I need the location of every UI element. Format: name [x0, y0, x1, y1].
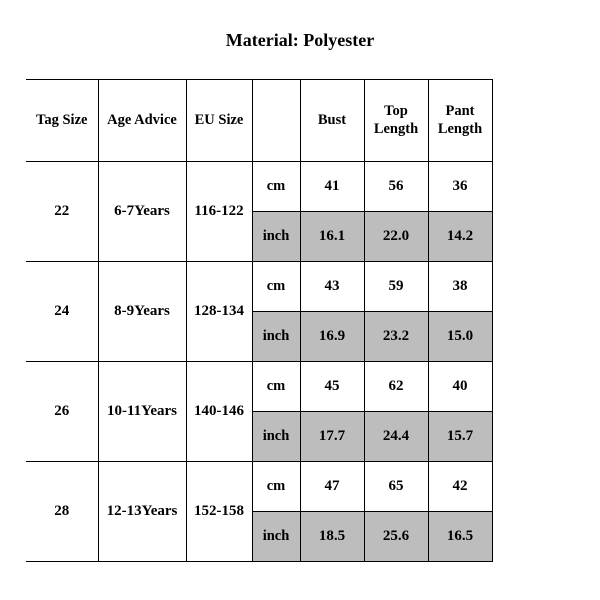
table-header-row: Tag Size Age Advice EU Size Bust TopLeng…	[26, 80, 574, 162]
cell-bust: 43	[300, 262, 364, 312]
col-age-advice: Age Advice	[98, 80, 186, 162]
cell-tag: 22	[26, 162, 98, 262]
cell-top: 65	[364, 462, 428, 512]
col-top-length: TopLength	[364, 80, 428, 162]
cell-tag: 26	[26, 362, 98, 462]
cell-unit-inch: inch	[252, 412, 300, 462]
table-row: 226-7Years116-122cm415636	[26, 162, 574, 212]
cell-age: 6-7Years	[98, 162, 186, 262]
cell-age: 10-11Years	[98, 362, 186, 462]
cell-top: 56	[364, 162, 428, 212]
cell-pant: 40	[428, 362, 492, 412]
cell-bust: 47	[300, 462, 364, 512]
table-row: 248-9Years128-134cm435938	[26, 262, 574, 312]
cell-top: 24.4	[364, 412, 428, 462]
cell-unit-inch: inch	[252, 212, 300, 262]
cell-unit-inch: inch	[252, 312, 300, 362]
cell-pant: 36	[428, 162, 492, 212]
col-unit	[252, 80, 300, 162]
cell-top: 22.0	[364, 212, 428, 262]
cell-top: 25.6	[364, 512, 428, 562]
cell-bust: 41	[300, 162, 364, 212]
col-eu-size: EU Size	[186, 80, 252, 162]
cell-eu: 128-134	[186, 262, 252, 362]
cell-age: 8-9Years	[98, 262, 186, 362]
cell-pant: 15.7	[428, 412, 492, 462]
cell-top: 59	[364, 262, 428, 312]
cell-pant: 15.0	[428, 312, 492, 362]
cell-bust: 16.1	[300, 212, 364, 262]
col-pant-length: PantLength	[428, 80, 492, 162]
cell-pant: 16.5	[428, 512, 492, 562]
cell-eu: 152-158	[186, 462, 252, 562]
cell-bust: 18.5	[300, 512, 364, 562]
page-title: Material: Polyester	[0, 0, 600, 79]
cell-unit-cm: cm	[252, 362, 300, 412]
cell-unit-cm: cm	[252, 462, 300, 512]
cell-bust: 45	[300, 362, 364, 412]
table-row: 2610-11Years140-146cm456240	[26, 362, 574, 412]
cell-tag: 28	[26, 462, 98, 562]
cell-unit-inch: inch	[252, 512, 300, 562]
cell-unit-cm: cm	[252, 162, 300, 212]
cell-tag: 24	[26, 262, 98, 362]
cell-bust: 16.9	[300, 312, 364, 362]
cell-unit-cm: cm	[252, 262, 300, 312]
table-row: 2812-13Years152-158cm476542	[26, 462, 574, 512]
cell-pant: 42	[428, 462, 492, 512]
col-bust: Bust	[300, 80, 364, 162]
cell-bust: 17.7	[300, 412, 364, 462]
cell-eu: 116-122	[186, 162, 252, 262]
cell-eu: 140-146	[186, 362, 252, 462]
cell-pant: 38	[428, 262, 492, 312]
cell-top: 62	[364, 362, 428, 412]
cell-top: 23.2	[364, 312, 428, 362]
size-chart-table: Tag Size Age Advice EU Size Bust TopLeng…	[26, 79, 574, 562]
col-tag-size: Tag Size	[26, 80, 98, 162]
cell-pant: 14.2	[428, 212, 492, 262]
cell-age: 12-13Years	[98, 462, 186, 562]
